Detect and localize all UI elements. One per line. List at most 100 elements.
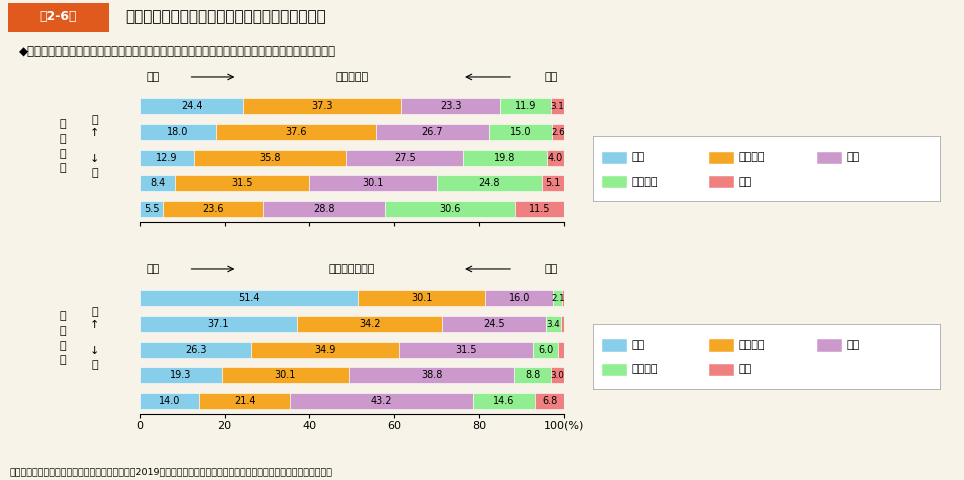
Bar [553,290,562,306]
Bar [376,124,489,140]
Text: 自
然
体
験: 自 然 体 験 [60,311,66,365]
Text: 高い: 高い [631,153,644,163]
Text: 19.3: 19.3 [170,370,192,380]
Text: 30.1: 30.1 [275,370,296,380]
Bar [535,393,564,409]
Bar [602,152,626,163]
Text: 自己肯定感: 自己肯定感 [335,72,368,82]
Bar [602,339,626,350]
Bar [195,150,346,166]
Bar [140,124,216,140]
Text: 6.0: 6.0 [538,345,553,355]
Bar [140,150,195,166]
Bar [140,342,252,358]
Bar [163,201,263,217]
Text: 11.9: 11.9 [515,101,536,111]
Text: 12.9: 12.9 [156,153,178,163]
Text: 31.5: 31.5 [455,345,477,355]
Bar [399,342,533,358]
Text: 8.4: 8.4 [150,178,165,188]
Bar [175,175,309,191]
Bar [710,176,734,188]
Text: 38.8: 38.8 [421,370,442,380]
Text: 34.2: 34.2 [359,319,381,329]
Bar [140,201,163,217]
Text: 26.7: 26.7 [421,127,443,137]
Text: 自
然
体
験: 自 然 体 験 [60,119,66,173]
Bar [140,98,243,114]
Text: 5.1: 5.1 [545,178,560,188]
Text: 30.1: 30.1 [411,293,432,303]
Text: 15.0: 15.0 [510,127,531,137]
Text: 23.3: 23.3 [441,101,462,111]
Text: 16.0: 16.0 [509,293,530,303]
Text: 19.8: 19.8 [495,153,516,163]
Bar [263,201,386,217]
Text: 低い: 低い [545,72,557,82]
Text: 5.5: 5.5 [144,204,159,214]
Text: ない: ない [738,364,752,374]
Text: 2.6: 2.6 [551,128,565,137]
Text: （出典）独立行政法人国立青少年教育振興機構（2019）「青少年の体験活動等に関する意識調査（平成２８年度調査）」: （出典）独立行政法人国立青少年教育振興機構（2019）「青少年の体験活動等に関す… [10,467,333,476]
Text: 4.0: 4.0 [548,153,563,163]
Text: 23.6: 23.6 [202,204,224,214]
Text: 37.1: 37.1 [207,319,229,329]
Text: 35.8: 35.8 [259,153,281,163]
Text: 自然体験と自己肯定感、道徳観・正義感との関係: 自然体験と自己肯定感、道徳観・正義感との関係 [125,9,326,24]
Text: 3.4: 3.4 [547,320,560,329]
Bar [515,201,564,217]
Text: 道徳観・正義感: 道徳観・正義感 [329,264,375,274]
Text: ない: ない [545,264,557,274]
Text: 14.0: 14.0 [159,396,180,406]
Bar [222,367,349,383]
Bar [551,367,564,383]
Text: 8.8: 8.8 [525,370,540,380]
Text: 24.4: 24.4 [181,101,202,111]
Bar [243,98,401,114]
FancyBboxPatch shape [8,3,109,32]
Text: 普通: 普通 [846,153,860,163]
Text: ある: ある [147,264,159,274]
Bar [463,150,547,166]
Bar [552,124,564,140]
Text: 27.5: 27.5 [393,153,415,163]
Text: ややない: ややない [631,364,657,374]
Bar [489,124,552,140]
Bar [437,175,542,191]
Bar [542,175,564,191]
Bar [200,393,290,409]
Text: ◆自然体験を多く経験した子供ほど自己肯定感や道徳観・正義感が高い傾向があることが見られる。: ◆自然体験を多く経験した子供ほど自己肯定感や道徳観・正義感が高い傾向があることが… [19,45,336,58]
Text: 37.6: 37.6 [285,127,307,137]
Text: 21.4: 21.4 [234,396,255,406]
Text: 30.1: 30.1 [362,178,384,188]
Bar [486,290,553,306]
Bar [514,367,551,383]
Text: 多
↑
 
↓
少: 多 ↑ ↓ 少 [90,115,99,178]
Text: やや低い: やや低い [631,177,657,187]
Bar [710,152,734,163]
Bar [297,316,442,332]
Bar [558,342,564,358]
Text: 28.8: 28.8 [313,204,335,214]
Text: 18.0: 18.0 [168,127,189,137]
Bar [252,342,399,358]
Text: 30.6: 30.6 [440,204,461,214]
Text: 第2-6図: 第2-6図 [40,10,76,23]
Bar [550,98,564,114]
Bar [817,339,841,350]
Bar [349,367,514,383]
Bar [346,150,463,166]
Bar [547,316,560,332]
Text: 24.5: 24.5 [483,319,505,329]
Bar [500,98,550,114]
Text: 26.3: 26.3 [185,345,206,355]
Text: 34.9: 34.9 [314,345,336,355]
Bar [401,98,500,114]
Bar [386,201,515,217]
Text: 14.6: 14.6 [494,396,515,406]
Text: 高い: 高い [147,72,159,82]
Text: 11.5: 11.5 [529,204,550,214]
Text: 24.8: 24.8 [478,178,500,188]
Bar [817,152,841,163]
Bar [710,363,734,375]
